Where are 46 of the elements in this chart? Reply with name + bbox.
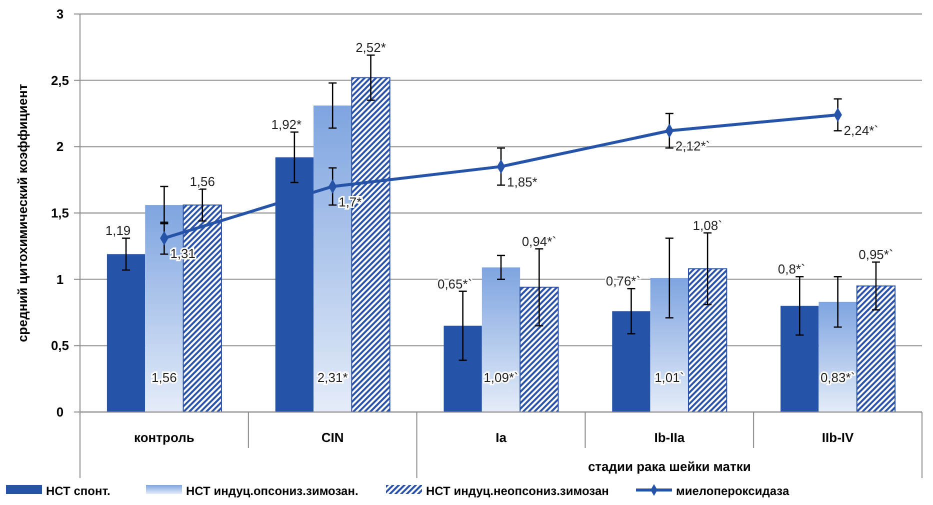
- bar: [818, 302, 857, 412]
- bar: [612, 311, 650, 412]
- data-label: 2,52*: [356, 40, 386, 56]
- data-label: 1,01`: [654, 370, 684, 385]
- x-axis-title: стадии рака шейки матки: [588, 459, 751, 474]
- bar: [444, 326, 482, 412]
- y-tick-label: 0,5: [50, 338, 70, 354]
- data-label: 1,56: [152, 370, 177, 385]
- x-tick-label: контроль: [134, 430, 194, 445]
- bar: [106, 254, 146, 412]
- data-label: 0,94*`: [522, 234, 557, 249]
- bar: [520, 286, 559, 412]
- legend-label: НСТ индуц.опсониз.зимозан.: [186, 484, 358, 498]
- y-tick-label: 2,5: [50, 72, 70, 88]
- data-label: 1,19: [105, 223, 131, 238]
- data-label: 0,65*`: [437, 276, 472, 292]
- y-tick-label: 1: [56, 272, 64, 287]
- data-label: 1,08`: [692, 218, 722, 233]
- data-label: 1,85*: [507, 174, 538, 190]
- y-tick-label: 3: [56, 6, 64, 22]
- data-label: 0,8*`: [778, 262, 806, 277]
- data-label: 1,09*`: [484, 370, 518, 385]
- legend-label: миелопероксидаза: [676, 484, 790, 498]
- x-tick-label: Ib-IIa: [654, 430, 686, 445]
- data-label: 1,92*: [271, 117, 302, 132]
- y-tick-label: 0: [56, 404, 64, 420]
- y-axis-title: средний цитохимический коэффициент: [15, 84, 30, 342]
- bar: [482, 267, 520, 412]
- y-tick-label: 1,5: [50, 206, 70, 221]
- bar: [650, 278, 688, 412]
- legend-label: НСТ спонт.: [46, 484, 110, 498]
- x-tick-label: CIN: [321, 430, 344, 445]
- bar: [856, 285, 896, 412]
- bar: [780, 306, 819, 412]
- data-label: 2,24*`: [844, 122, 879, 138]
- data-label: 1,56: [190, 174, 216, 190]
- data-label: 2,12*`: [675, 138, 710, 154]
- bar: [688, 268, 728, 412]
- data-label: 0,83*`: [820, 370, 856, 385]
- x-tick-label: Ia: [496, 430, 508, 445]
- data-label: 0,76*`: [606, 274, 641, 289]
- x-tick-label: IIb-IV: [822, 430, 854, 445]
- data-label: 0,95*`: [858, 247, 894, 262]
- y-tick-label: 2: [56, 139, 64, 154]
- legend-label: НСТ индуц.неопсониз.зимозан: [426, 484, 609, 498]
- data-label: 2,31*: [317, 370, 348, 385]
